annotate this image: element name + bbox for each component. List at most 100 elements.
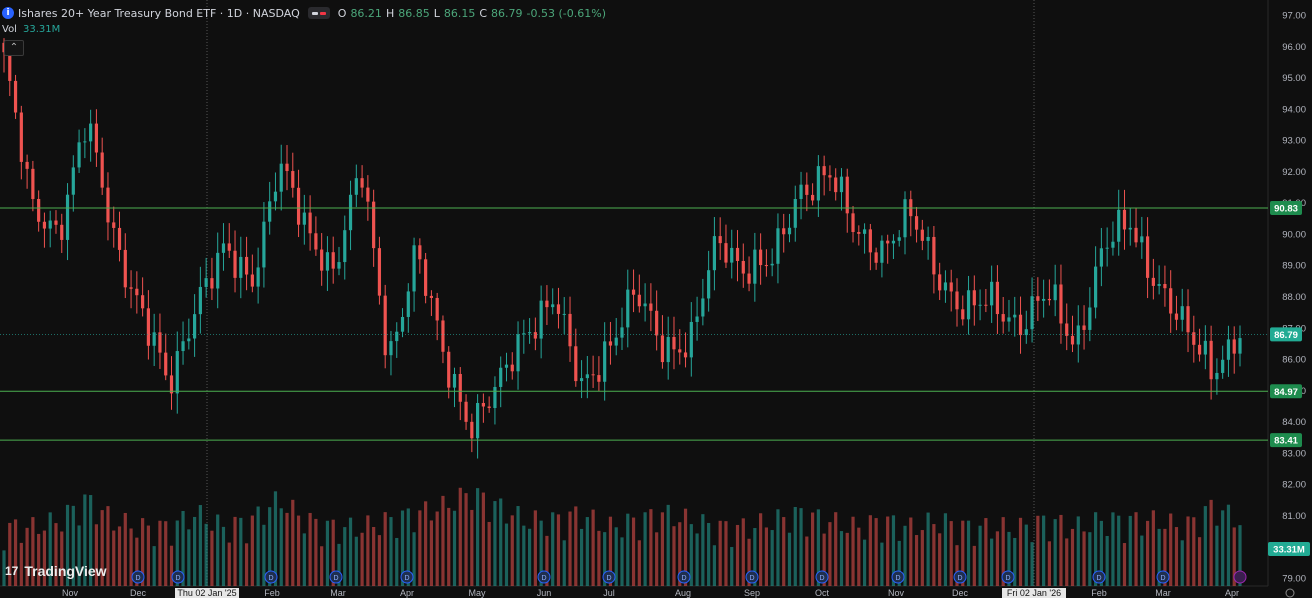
dividend-marker-icon[interactable] bbox=[1092, 570, 1106, 584]
settings-gear-icon[interactable] bbox=[1285, 588, 1295, 598]
volume-bar bbox=[1059, 514, 1063, 586]
volume-bar bbox=[1013, 537, 1017, 586]
volume-bar bbox=[787, 532, 792, 586]
candle-body bbox=[77, 142, 81, 168]
dividend-marker-icon[interactable] bbox=[537, 570, 551, 584]
candle-body bbox=[874, 252, 878, 263]
volume-bar bbox=[712, 545, 717, 586]
candle-body bbox=[13, 80, 18, 113]
volume-legend[interactable]: Vol 33.31M bbox=[2, 24, 60, 35]
symbol-name[interactable]: Ishares 20+ Year Treasury Bond ETF · 1D … bbox=[18, 6, 300, 20]
candle-body bbox=[1215, 372, 1219, 380]
volume-bar bbox=[123, 512, 127, 586]
volume-bar bbox=[1215, 525, 1219, 586]
candle-body bbox=[1197, 344, 1202, 355]
dividend-marker-icon[interactable] bbox=[400, 570, 414, 584]
volume-bar bbox=[522, 525, 526, 586]
candle-body bbox=[1238, 338, 1242, 354]
tradingview-logo[interactable]: 17 TradingView bbox=[5, 563, 107, 579]
candle-body bbox=[608, 341, 613, 346]
volume-bar bbox=[1209, 499, 1213, 586]
volume-bar bbox=[360, 532, 364, 586]
time-tick-label: Fri 02 Jan '26 bbox=[1007, 588, 1061, 598]
time-axis[interactable]: Nov Dec Thu 02 Jan '25 Feb Mar Apr May Jun Jul Au… bbox=[62, 588, 1239, 598]
volume-bar bbox=[776, 509, 780, 586]
volume-bar bbox=[834, 512, 838, 586]
candle-body bbox=[822, 166, 826, 176]
dividend-marker-icon[interactable] bbox=[677, 570, 691, 584]
split-marker-icon[interactable] bbox=[1233, 570, 1247, 584]
dividend-marker-icon[interactable] bbox=[171, 570, 185, 584]
candle-body bbox=[891, 240, 896, 244]
volume-bar bbox=[343, 527, 347, 586]
candle-body bbox=[210, 278, 214, 289]
volume-bar bbox=[990, 538, 994, 586]
level-price-label: 84.97 bbox=[1274, 387, 1298, 398]
candle-body bbox=[597, 375, 601, 382]
volume-bar bbox=[764, 527, 768, 586]
candle-body bbox=[880, 240, 884, 263]
candle-body bbox=[741, 260, 745, 274]
time-tick-label: Apr bbox=[1225, 588, 1239, 598]
time-tick-label: Feb bbox=[264, 588, 280, 598]
candle-body bbox=[1076, 325, 1080, 345]
candle-body bbox=[857, 232, 861, 234]
volume-bar bbox=[637, 540, 641, 586]
candle-body bbox=[331, 252, 335, 269]
candle-body bbox=[31, 168, 35, 199]
volume-bar bbox=[851, 516, 855, 586]
volume-bar bbox=[268, 507, 272, 586]
candle-body bbox=[695, 316, 699, 322]
dividend-marker-icon[interactable] bbox=[815, 570, 829, 584]
info-icon[interactable]: i bbox=[2, 7, 14, 19]
time-tick-label: Apr bbox=[400, 588, 414, 598]
candle-body bbox=[545, 300, 549, 308]
volume-bar bbox=[730, 547, 734, 586]
dividend-marker-icon[interactable] bbox=[602, 570, 616, 584]
volume-bar bbox=[175, 520, 179, 586]
volume-bar bbox=[1065, 538, 1069, 586]
candle-body bbox=[579, 378, 584, 382]
volume-bar bbox=[302, 533, 306, 586]
candle-body bbox=[1088, 307, 1092, 330]
dividend-marker-icon[interactable] bbox=[891, 570, 905, 584]
candle-body bbox=[481, 402, 485, 407]
volume-bar bbox=[221, 526, 226, 586]
dividend-marker-icon[interactable] bbox=[1001, 570, 1015, 584]
volume-bar bbox=[897, 540, 901, 586]
dividend-marker-icon[interactable] bbox=[329, 570, 343, 584]
candle-body bbox=[897, 237, 901, 241]
candle-body bbox=[1203, 340, 1207, 355]
volume-bar bbox=[949, 521, 953, 586]
volume-bar bbox=[325, 520, 330, 586]
candle-body bbox=[291, 171, 295, 188]
dividend-marker-letter: D bbox=[333, 575, 338, 582]
candle-body bbox=[504, 364, 509, 368]
volume-bar bbox=[65, 504, 70, 586]
level-price-label: 90.83 bbox=[1274, 203, 1298, 214]
price-tick-label: 89.00 bbox=[1282, 261, 1306, 272]
legend-options-icon[interactable] bbox=[307, 7, 330, 19]
dividend-marker-icon[interactable] bbox=[131, 570, 145, 584]
candle-body bbox=[510, 364, 514, 372]
dividend-marker-icon[interactable] bbox=[264, 570, 278, 584]
candle-body bbox=[1024, 329, 1028, 336]
dividend-marker-icon[interactable] bbox=[953, 570, 967, 584]
low-label: L bbox=[433, 6, 440, 20]
candle-body bbox=[19, 112, 23, 162]
volume-bar bbox=[972, 545, 976, 586]
dividend-marker-icon[interactable] bbox=[745, 570, 759, 584]
time-tick-label: Nov bbox=[888, 588, 905, 598]
candle-body bbox=[995, 281, 1000, 315]
dividend-marker-icon[interactable] bbox=[1156, 570, 1170, 584]
candle-body bbox=[1122, 209, 1127, 230]
volume-bar bbox=[1232, 527, 1236, 586]
volume-bar bbox=[42, 530, 47, 586]
candle-body bbox=[296, 187, 301, 225]
volume-bars bbox=[2, 487, 1242, 586]
volume-bar bbox=[909, 517, 913, 586]
chevron-up-icon[interactable]: ⌃ bbox=[4, 40, 24, 56]
